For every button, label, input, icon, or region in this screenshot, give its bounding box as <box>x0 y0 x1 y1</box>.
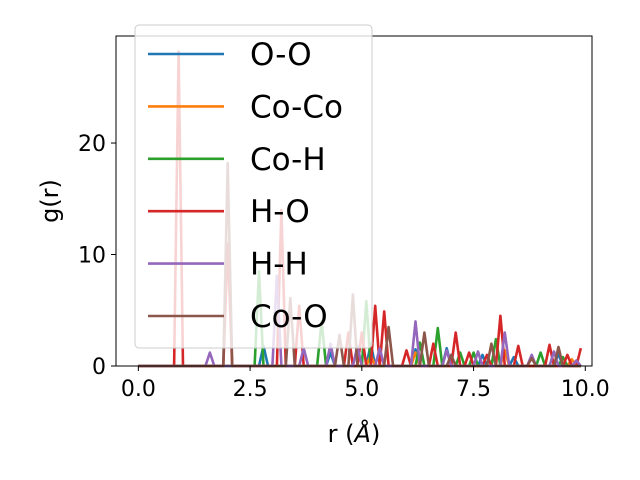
x-tick-label: 10.0 <box>561 377 610 402</box>
y-axis: 0 10 20 <box>78 132 116 380</box>
y-tick-label: 10 <box>78 244 106 269</box>
legend-entry-h-h: H-H <box>250 247 308 283</box>
legend-entry-co-co: Co-Co <box>250 89 343 125</box>
y-tick-label: 20 <box>78 132 106 157</box>
legend: O-O Co-Co Co-H H-O H-H Co-O <box>134 24 373 349</box>
x-tick-label: 7.5 <box>456 377 491 402</box>
series-line-h-h <box>138 274 582 368</box>
legend-entry-co-o: Co-O <box>250 299 328 335</box>
x-tick-label: 2.5 <box>233 377 268 402</box>
x-axis: 0.0 2.5 5.0 7.5 10.0 <box>121 366 610 402</box>
x-tick-label: 0.0 <box>121 377 156 402</box>
x-axis-label: r (Å) <box>328 419 381 448</box>
legend-entry-co-h: Co-H <box>250 142 326 178</box>
y-axis-label: g(r) <box>36 179 64 223</box>
legend-entry-h-o: H-O <box>250 194 310 230</box>
y-tick-label: 0 <box>92 355 106 380</box>
legend-entry-o-o: O-O <box>250 37 312 73</box>
x-tick-label: 5.0 <box>344 377 379 402</box>
